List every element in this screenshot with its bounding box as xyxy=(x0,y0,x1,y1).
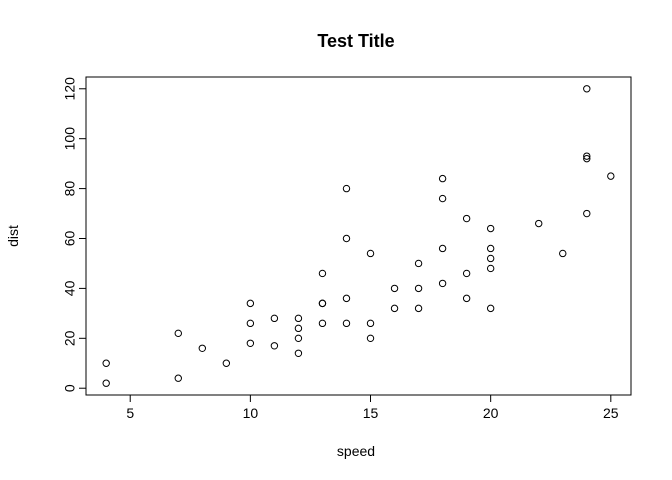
data-point xyxy=(583,85,591,93)
data-point xyxy=(294,334,303,343)
data-point xyxy=(246,339,255,347)
data-point xyxy=(390,284,399,293)
x-axis-label: speed xyxy=(337,443,375,459)
x-tick-label: 20 xyxy=(483,405,499,421)
data-point xyxy=(246,319,255,328)
data-point xyxy=(102,359,110,367)
x-axis: 5 10 15 20 25 xyxy=(126,394,619,421)
data-point xyxy=(438,279,447,288)
data-point xyxy=(174,329,182,338)
data-point xyxy=(414,304,423,313)
x-tick-label: 10 xyxy=(243,405,259,421)
y-tick-label: 0 xyxy=(62,384,78,392)
x-tick-label: 5 xyxy=(126,405,134,421)
data-point xyxy=(462,294,471,303)
data-point xyxy=(438,194,447,203)
data-point xyxy=(390,304,399,313)
data-point xyxy=(535,219,543,228)
data-point xyxy=(486,224,495,233)
data-point xyxy=(559,249,567,258)
data-point xyxy=(270,342,279,350)
data-point xyxy=(246,299,255,308)
data-point xyxy=(342,294,351,303)
y-tick-label: 100 xyxy=(62,127,78,151)
data-point xyxy=(486,244,495,253)
data-point xyxy=(583,209,591,218)
chart-title: Test Title xyxy=(317,31,394,51)
data-point xyxy=(462,269,471,278)
y-tick-label: 120 xyxy=(62,77,78,101)
y-axis-label: dist xyxy=(5,225,21,247)
data-point xyxy=(294,314,303,323)
data-point xyxy=(198,344,207,352)
data-point xyxy=(318,319,327,328)
data-point xyxy=(438,174,447,183)
data-points xyxy=(102,85,615,387)
data-point xyxy=(366,249,375,258)
data-point xyxy=(294,324,303,333)
y-tick-label: 80 xyxy=(62,181,78,197)
data-point xyxy=(270,314,279,323)
x-tick-label: 15 xyxy=(363,405,379,421)
data-point xyxy=(222,359,231,367)
data-point xyxy=(342,184,351,193)
data-point xyxy=(462,214,471,223)
data-point xyxy=(486,304,495,313)
data-point xyxy=(366,334,375,343)
data-point xyxy=(486,264,495,273)
data-point xyxy=(294,349,303,357)
data-point xyxy=(318,299,327,308)
y-axis: 0 20 40 60 80 100 120 xyxy=(62,77,87,392)
data-point xyxy=(318,269,327,278)
data-point xyxy=(102,379,110,387)
data-point xyxy=(342,234,351,243)
y-tick-label: 20 xyxy=(62,330,78,346)
data-point xyxy=(414,284,423,293)
data-point xyxy=(342,319,351,328)
data-point xyxy=(438,244,447,253)
data-point xyxy=(174,374,182,382)
y-tick-label: 60 xyxy=(62,230,78,246)
data-point xyxy=(583,154,591,163)
x-tick-label: 25 xyxy=(603,405,619,421)
data-point xyxy=(583,152,591,160)
data-point xyxy=(366,319,375,328)
data-point xyxy=(486,254,495,263)
y-tick-label: 40 xyxy=(62,280,78,296)
data-point xyxy=(414,259,423,268)
data-point xyxy=(607,172,615,180)
